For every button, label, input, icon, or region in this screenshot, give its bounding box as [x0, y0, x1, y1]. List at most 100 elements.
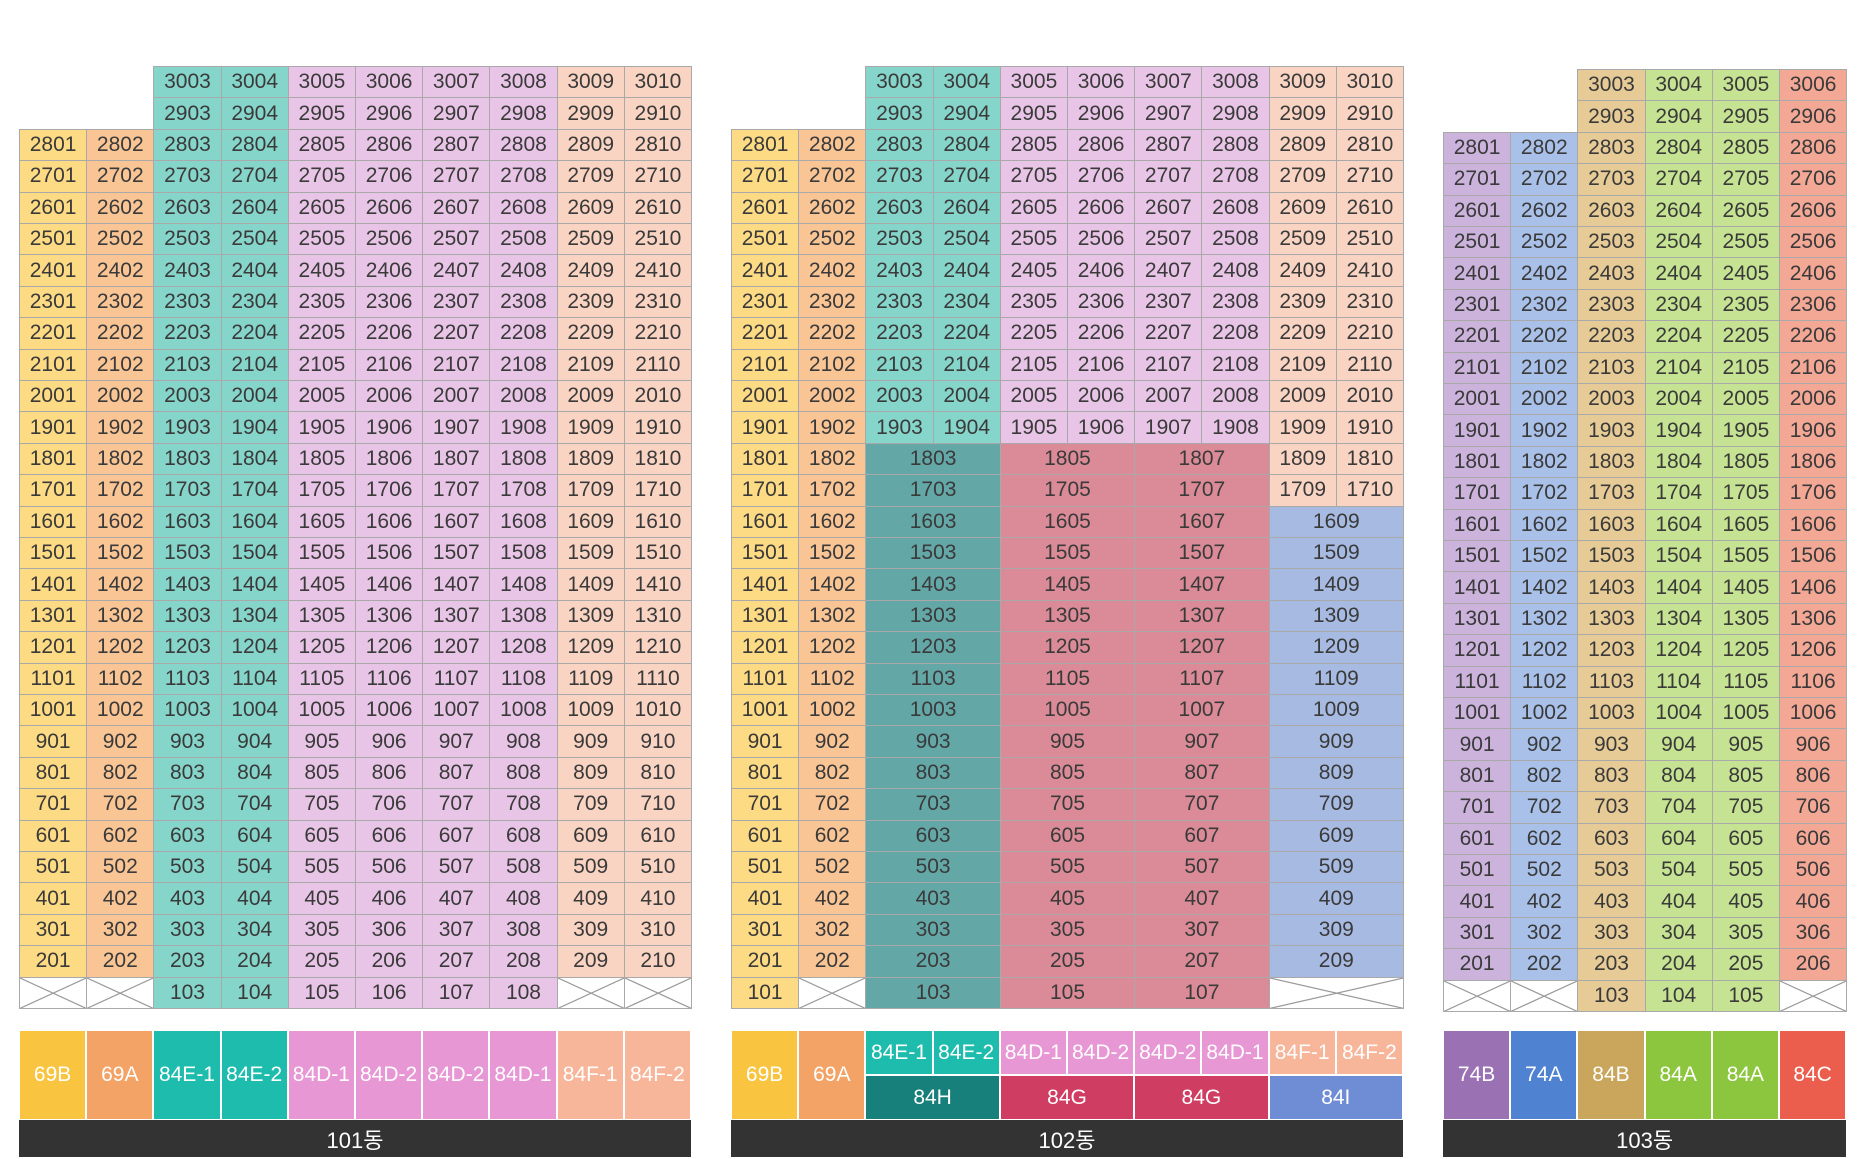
unit-cell: 2904 [220, 97, 289, 130]
unit-cell: 2204 [932, 317, 1001, 350]
unit-cell: 2303 [1577, 288, 1646, 322]
unit-cell: 2710 [623, 160, 692, 193]
unit-cell: 2505 [999, 223, 1068, 256]
unit-cell: 1607 [1134, 505, 1270, 538]
unit-type-group-legend: 84G [999, 1075, 1135, 1120]
unit-cell: 704 [220, 788, 289, 821]
unit-cell: 1201 [731, 631, 800, 664]
unit-cell: 1707 [1134, 474, 1270, 507]
unit-cell: 2505 [287, 223, 356, 256]
unit-cell: 2906 [1067, 97, 1136, 130]
unit-cell: 2704 [932, 160, 1001, 193]
unit-cell: 2909 [556, 97, 625, 130]
unit-cell: 1601 [19, 505, 88, 538]
unit-type-legend: 84D-2 [1067, 1030, 1135, 1075]
empty-unit [1268, 976, 1404, 1009]
unit-cell: 2003 [1577, 383, 1646, 416]
unit-cell: 505 [1711, 854, 1780, 887]
unit-cell: 2305 [999, 285, 1068, 319]
unit-cell: 503 [1577, 854, 1646, 887]
unit-cell: 706 [355, 788, 424, 821]
unit-cell: 909 [1268, 725, 1404, 758]
unit-cell: 909 [556, 725, 625, 758]
unit-cell: 2010 [623, 380, 692, 413]
unit-cell: 1207 [422, 631, 491, 664]
unit-cell: 1401 [731, 568, 800, 601]
unit-cell: 2508 [489, 223, 558, 256]
unit-cell: 2904 [1644, 100, 1713, 133]
unit-cell: 1504 [1644, 540, 1713, 573]
unit-cell: 2405 [1711, 257, 1780, 290]
unit-cell: 1608 [489, 505, 558, 538]
unit-cell: 1303 [153, 599, 222, 633]
unit-type-group-legend: 84I [1268, 1075, 1403, 1120]
unit-cell: 402 [1510, 885, 1579, 918]
unit-cell: 905 [999, 725, 1136, 758]
unit-cell: 1904 [220, 411, 289, 444]
unit-cell: 1705 [999, 474, 1136, 507]
unit-cell: 407 [1134, 882, 1270, 915]
unit-cell: 1507 [422, 537, 491, 570]
unit-cell: 1203 [865, 631, 1001, 664]
unit-cell: 2802 [1510, 131, 1579, 165]
unit-cell: 1501 [1443, 540, 1512, 573]
unit-cell: 903 [865, 725, 1001, 758]
unit-cell: 2004 [932, 380, 1001, 413]
unit-cell: 509 [1268, 851, 1404, 884]
unit-cell: 401 [1443, 885, 1512, 918]
unit-cell: 1408 [489, 568, 558, 601]
unit-cell: 1101 [731, 662, 800, 695]
unit-cell: 802 [86, 756, 155, 790]
unit-type-group-legend: 84H [865, 1075, 1000, 1120]
unit-cell: 1103 [1577, 665, 1646, 698]
unit-cell: 803 [153, 756, 222, 790]
unit-cell: 1504 [220, 537, 289, 570]
unit-cell: 1301 [1443, 602, 1512, 636]
unit-cell: 1706 [1779, 477, 1848, 510]
unit-cell: 2001 [1443, 383, 1512, 416]
unit-cell: 2610 [623, 191, 692, 224]
unit-cell: 1803 [1577, 445, 1646, 479]
unit-cell: 1510 [623, 537, 692, 570]
unit-cell: 1807 [422, 442, 491, 476]
unit-cell: 2609 [556, 191, 625, 224]
unit-cell: 510 [623, 851, 692, 884]
unit-cell: 104 [1644, 979, 1713, 1012]
unit-cell: 1205 [999, 631, 1136, 664]
unit-cell: 1405 [999, 568, 1136, 601]
unit-cell: 2201 [1443, 320, 1512, 353]
unit-cell: 1401 [1443, 571, 1512, 604]
unit-cell: 1602 [798, 505, 867, 538]
unit-cell: 2805 [1711, 131, 1780, 165]
empty-unit [556, 976, 625, 1009]
unit-cell: 2602 [1510, 194, 1579, 227]
unit-cell: 2903 [865, 97, 934, 130]
unit-cell: 1103 [153, 662, 222, 695]
unit-cell: 2305 [1711, 288, 1780, 322]
unit-cell: 2905 [999, 97, 1068, 130]
unit-cell: 2801 [731, 128, 800, 162]
unit-cell: 807 [422, 756, 491, 790]
unit-cell: 2101 [1443, 351, 1512, 384]
empty-unit [86, 976, 155, 1009]
unit-cell: 2702 [86, 160, 155, 193]
unit-cell: 1402 [1510, 571, 1579, 604]
unit-cell: 206 [1779, 948, 1848, 981]
unit-cell: 2602 [86, 191, 155, 224]
unit-cell: 3003 [865, 66, 934, 99]
unit-cell: 703 [1577, 791, 1646, 824]
unit-cell: 707 [1134, 788, 1270, 821]
unit-type-legend: 84D-1 [287, 1030, 355, 1120]
unit-cell: 2310 [623, 285, 692, 319]
unit-cell: 2708 [489, 160, 558, 193]
unit-cell: 1006 [355, 694, 424, 727]
unit-cell: 902 [1510, 728, 1579, 761]
unit-cell: 2309 [1268, 285, 1337, 319]
unit-cell: 2608 [1201, 191, 1270, 224]
unit-cell: 2110 [623, 348, 692, 381]
unit-cell: 1507 [1134, 537, 1270, 570]
unit-cell: 602 [86, 819, 155, 852]
unit-cell: 2308 [489, 285, 558, 319]
unit-cell: 2509 [1268, 223, 1337, 256]
unit-cell: 1105 [287, 662, 356, 695]
